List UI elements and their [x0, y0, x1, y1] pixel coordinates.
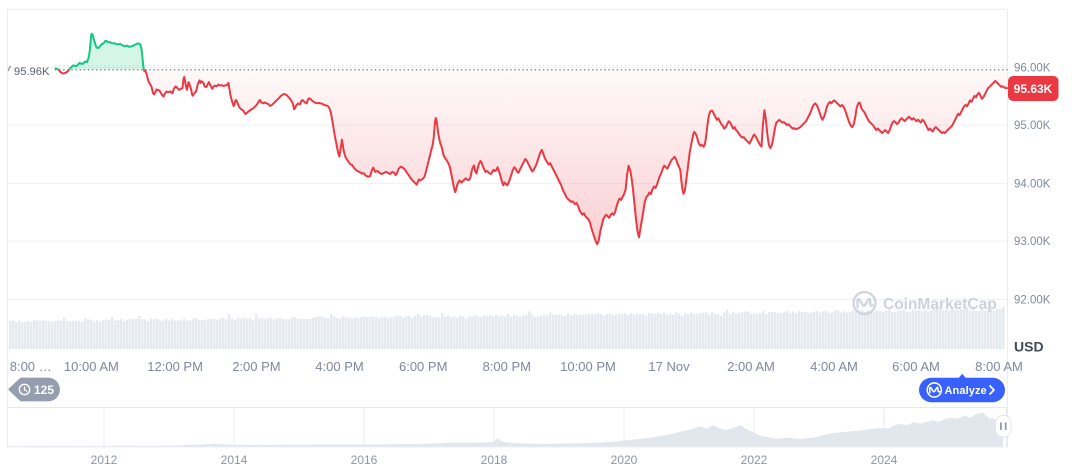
svg-text:10:00 PM: 10:00 PM	[560, 359, 616, 374]
svg-text:2018: 2018	[481, 453, 508, 467]
svg-text:CoinMarketCap: CoinMarketCap	[883, 296, 997, 313]
svg-text:125: 125	[34, 383, 54, 397]
svg-text:12:00 PM: 12:00 PM	[147, 359, 203, 374]
svg-text:8:00 PM: 8:00 PM	[483, 359, 531, 374]
svg-text:6:00 PM: 6:00 PM	[399, 359, 447, 374]
svg-text:94.00K: 94.00K	[1014, 179, 1051, 191]
svg-text:Analyze: Analyze	[945, 385, 987, 397]
svg-text:96.00K: 96.00K	[1014, 63, 1051, 75]
svg-text:95.96K: 95.96K	[14, 66, 50, 78]
svg-text:17 Nov: 17 Nov	[648, 359, 690, 374]
svg-text:4:00 PM: 4:00 PM	[315, 359, 363, 374]
svg-text:USD: USD	[1014, 339, 1044, 355]
svg-text:2012: 2012	[91, 453, 118, 467]
svg-text:95.63K: 95.63K	[1014, 82, 1053, 96]
svg-text:2022: 2022	[741, 453, 768, 467]
svg-text:92.00K: 92.00K	[1014, 295, 1051, 307]
svg-text:93.00K: 93.00K	[1014, 236, 1051, 248]
svg-text:95.00K: 95.00K	[1014, 120, 1051, 132]
svg-text:2020: 2020	[611, 453, 638, 467]
svg-text:4:00 AM: 4:00 AM	[810, 359, 858, 374]
svg-text:2:00 AM: 2:00 AM	[727, 359, 775, 374]
svg-text:8:00 AM: 8:00 AM	[975, 359, 1023, 374]
svg-text:10:00 AM: 10:00 AM	[64, 359, 119, 374]
svg-text:2:00 PM: 2:00 PM	[232, 359, 280, 374]
svg-text:6:00 AM: 6:00 AM	[892, 359, 940, 374]
svg-text:2024: 2024	[871, 453, 898, 467]
svg-text:8:00 …: 8:00 …	[10, 359, 52, 374]
svg-text:2016: 2016	[351, 453, 378, 467]
svg-text:2014: 2014	[221, 453, 248, 467]
